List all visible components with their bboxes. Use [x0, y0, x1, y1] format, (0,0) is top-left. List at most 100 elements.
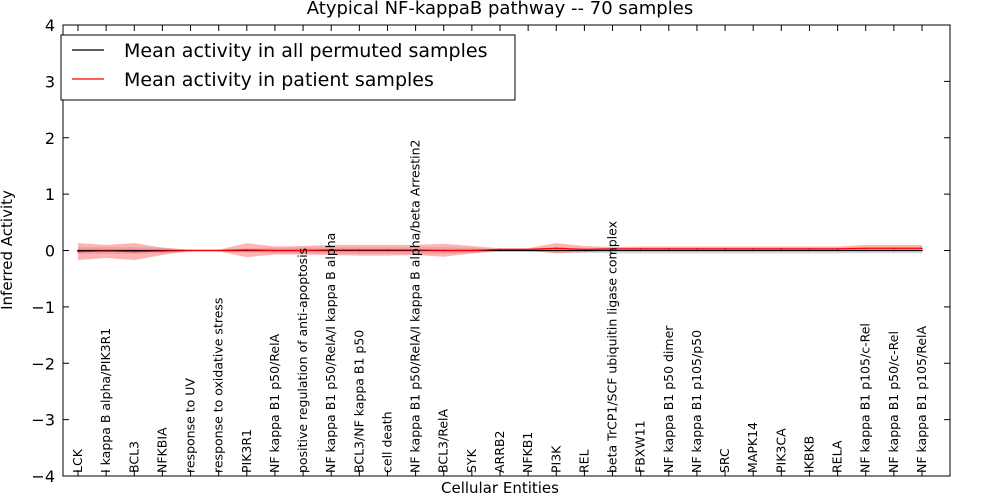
x-category-label: RELA: [830, 440, 845, 473]
y-tick-label: 3: [45, 72, 55, 91]
point-series-2: [133, 250, 136, 253]
point-series-2: [893, 247, 895, 250]
point-series-1: [864, 249, 867, 252]
point-series-2: [246, 249, 248, 251]
point-series-2: [527, 248, 529, 251]
point-series-1: [836, 249, 839, 252]
point-series-1: [808, 249, 811, 252]
point-series-2: [696, 248, 698, 250]
x-category-label: LCK: [70, 448, 85, 473]
point-series-1: [583, 249, 586, 252]
y-tick-label: 0: [45, 242, 55, 261]
point-series-2: [274, 249, 276, 252]
band-series-2: [78, 243, 922, 261]
x-category-label: positive regulation of anti-apoptosis: [295, 248, 310, 473]
x-category-label: BCL3: [126, 441, 141, 473]
y-tick-label: −1: [31, 298, 55, 317]
x-category-label: IKBKB: [801, 436, 816, 473]
x-category-label: NF kappa B1 p50/RelA/I kappa B alpha/bet…: [408, 140, 423, 474]
point-series-2: [442, 249, 445, 252]
y-tick-label: 2: [45, 129, 55, 148]
legend-entry-1: Mean activity in all permuted samples: [124, 40, 487, 62]
x-category-label: SYK: [464, 448, 479, 473]
x-category-label: BCL3/NF kappa B1 p50: [351, 330, 366, 473]
legend-box: [60, 34, 516, 101]
confidence-bands: [78, 243, 922, 261]
point-series-1: [555, 249, 558, 252]
point-series-1: [752, 249, 754, 252]
point-series-2: [724, 248, 726, 250]
point-series-2: [386, 249, 389, 251]
point-series-2: [161, 250, 164, 252]
x-category-label: NFKB1: [520, 432, 535, 473]
point-series-2: [836, 248, 839, 250]
x-category-label: response to oxidative stress: [211, 298, 226, 473]
point-series-2: [414, 249, 417, 251]
x-category-label: FBXW11: [633, 420, 648, 473]
plot-frame: [62, 24, 951, 477]
point-series-1: [696, 249, 698, 252]
x-category-label: cell death: [379, 411, 394, 473]
x-axis-label: Cellular Entities: [441, 479, 559, 497]
point-series-2: [302, 249, 304, 252]
point-series-1: [668, 249, 670, 252]
point-series-2: [752, 248, 754, 250]
y-tick-label: −3: [31, 411, 55, 430]
y-axis-label: Inferred Activity: [0, 190, 16, 310]
x-category-label: beta TrCP1/SCF ubiquitin ligase complex: [605, 221, 620, 473]
y-tick-label: −4: [31, 467, 55, 486]
x-category-label: PIK3R1: [239, 429, 254, 473]
series-lines: [77, 247, 923, 253]
y-axis: −4 −3 −2 −1 0 1 2 3 4: [31, 16, 950, 486]
point-series-2: [77, 250, 79, 253]
point-series-2: [330, 249, 333, 251]
x-category-label: NF kappa B1 p50/RelA: [267, 333, 282, 473]
point-series-2: [668, 248, 670, 250]
x-category-label: ARRB2: [492, 431, 507, 473]
x-category-label: NFKBIA: [154, 427, 169, 473]
x-category-label: BCL3/RelA: [436, 409, 451, 473]
point-series-2: [189, 249, 192, 252]
x-category-label: SRC: [717, 448, 732, 473]
x-category-label: NF kappa B1 p50/c-Rel: [886, 331, 901, 473]
point-series-2: [808, 248, 811, 250]
x-axis-categories: LCK I kappa B alpha/PIK3R1 BCL3 NFKBIA respo…: [70, 25, 929, 476]
point-series-1: [527, 249, 529, 252]
x-category-label: NF kappa B1 p105/RelA: [914, 326, 929, 473]
point-series-2: [499, 248, 501, 251]
point-series-2: [358, 249, 361, 251]
x-category-label: NF kappa B1 p105/c-Rel: [858, 323, 873, 473]
point-series-2: [639, 248, 642, 250]
legend: Mean activity in all permuted samples Mea…: [60, 34, 516, 101]
x-category-label: REL: [576, 449, 591, 473]
point-series-2: [921, 247, 923, 250]
point-series-2: [105, 250, 107, 252]
x-category-label: NF kappa B1 p50 dimer: [661, 325, 676, 473]
point-series-1: [780, 249, 783, 252]
point-series-1: [639, 249, 642, 252]
x-category-label: PIK3CA: [773, 428, 788, 473]
x-category-label: PI3K: [548, 445, 563, 473]
point-series-2: [611, 248, 614, 250]
point-series-2: [864, 247, 867, 250]
x-category-label: I kappa B alpha/PIK3R1: [98, 328, 113, 473]
point-series-1: [133, 249, 136, 252]
y-tick-label: 4: [45, 16, 55, 35]
point-series-1: [724, 249, 726, 252]
point-series-2: [217, 249, 220, 252]
point-series-1: [921, 249, 923, 252]
point-series-1: [77, 249, 79, 252]
point-series-2: [780, 248, 783, 250]
point-series-2: [471, 249, 473, 252]
y-tick-label: 1: [45, 185, 55, 204]
legend-entry-2: Mean activity in patient samples: [124, 69, 434, 91]
point-series-1: [611, 249, 614, 252]
point-series-1: [499, 249, 501, 252]
y-tick-label: −2: [31, 354, 55, 373]
x-category-label: MAPK14: [745, 422, 760, 473]
x-category-label: NF kappa B1 p105/p50: [689, 330, 704, 473]
x-category-label: response to UV: [183, 378, 198, 473]
point-series-2: [583, 248, 586, 251]
point-series-2: [555, 247, 558, 250]
